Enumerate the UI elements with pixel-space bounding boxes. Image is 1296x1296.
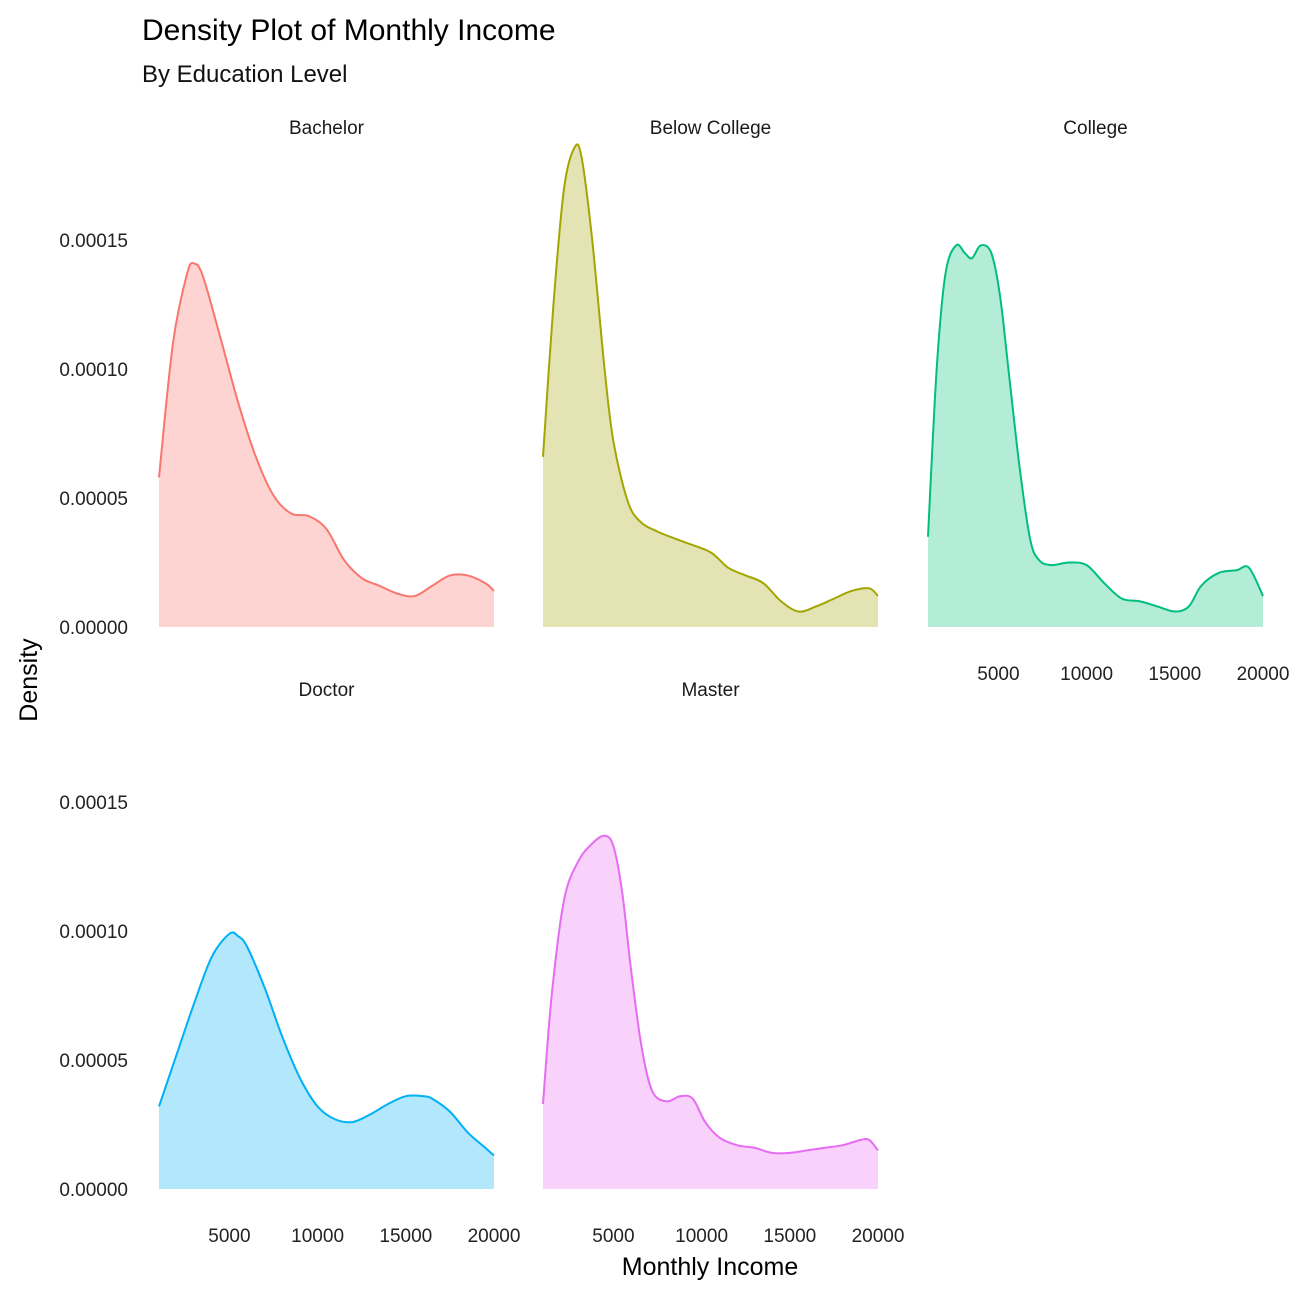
density-line-below-college xyxy=(542,143,879,613)
density-area-doctor xyxy=(159,932,494,1189)
chart-title: Density Plot of Monthly Income xyxy=(142,14,556,47)
x-tick-label: 5000 xyxy=(592,1226,634,1247)
x-tick-label: 10000 xyxy=(1060,664,1113,685)
y-tick-label: 0.00000 xyxy=(59,618,128,639)
density-line-master xyxy=(542,834,879,1155)
x-tick-label: 15000 xyxy=(379,1226,432,1247)
density-line-doctor xyxy=(158,931,495,1157)
x-tick-label: 20000 xyxy=(1237,664,1290,685)
x-tick-label: 20000 xyxy=(468,1226,521,1247)
x-axis-title: Monthly Income xyxy=(622,1253,798,1281)
density-line-bachelor xyxy=(158,262,495,598)
facet-panels: Bachelor 0.00000 0.00005 0.00010 0.00015 Belo… xyxy=(59,118,1289,1247)
y-tick-label: 0.00005 xyxy=(59,1051,128,1072)
density-line-college xyxy=(927,243,1264,613)
density-area-below-college xyxy=(543,144,878,627)
facet-label-below-college: Below College xyxy=(650,118,771,139)
x-tick-label: 10000 xyxy=(291,1226,344,1247)
y-axis-title: Density xyxy=(15,638,43,722)
facet-label-doctor: Doctor xyxy=(299,680,356,701)
y-tick-label: 0.00015 xyxy=(59,793,128,814)
chart-subtitle: By Education Level xyxy=(142,61,347,88)
density-area-bachelor xyxy=(159,262,494,627)
facet-college: College 5000 10000 15000 20000 xyxy=(927,118,1290,685)
x-tick-label: 5000 xyxy=(208,1226,250,1247)
facet-label-master: Master xyxy=(681,680,740,701)
density-area-college xyxy=(928,244,1263,627)
facet-bachelor: Bachelor 0.00000 0.00005 0.00010 0.00015 xyxy=(59,118,495,639)
x-tick-label: 5000 xyxy=(977,664,1019,685)
y-tick-label: 0.00005 xyxy=(59,489,128,510)
density-area-master xyxy=(543,835,878,1189)
x-tick-label: 15000 xyxy=(1148,664,1201,685)
facet-label-college: College xyxy=(1063,118,1127,139)
facet-below-college: Below College xyxy=(542,118,879,627)
y-tick-label: 0.00010 xyxy=(59,922,128,943)
x-tick-label: 20000 xyxy=(852,1226,905,1247)
facet-doctor: Doctor 0.00000 0.00005 0.00010 0.00015 5000 10… xyxy=(59,680,520,1247)
x-tick-label: 15000 xyxy=(763,1226,816,1247)
y-tick-label: 0.00010 xyxy=(59,360,128,381)
x-tick-label: 10000 xyxy=(675,1226,728,1247)
y-tick-label: 0.00015 xyxy=(59,231,128,252)
facet-master: Master 5000 10000 15000 20000 xyxy=(542,680,905,1247)
y-tick-label: 0.00000 xyxy=(59,1180,128,1201)
facet-label-bachelor: Bachelor xyxy=(289,118,365,139)
